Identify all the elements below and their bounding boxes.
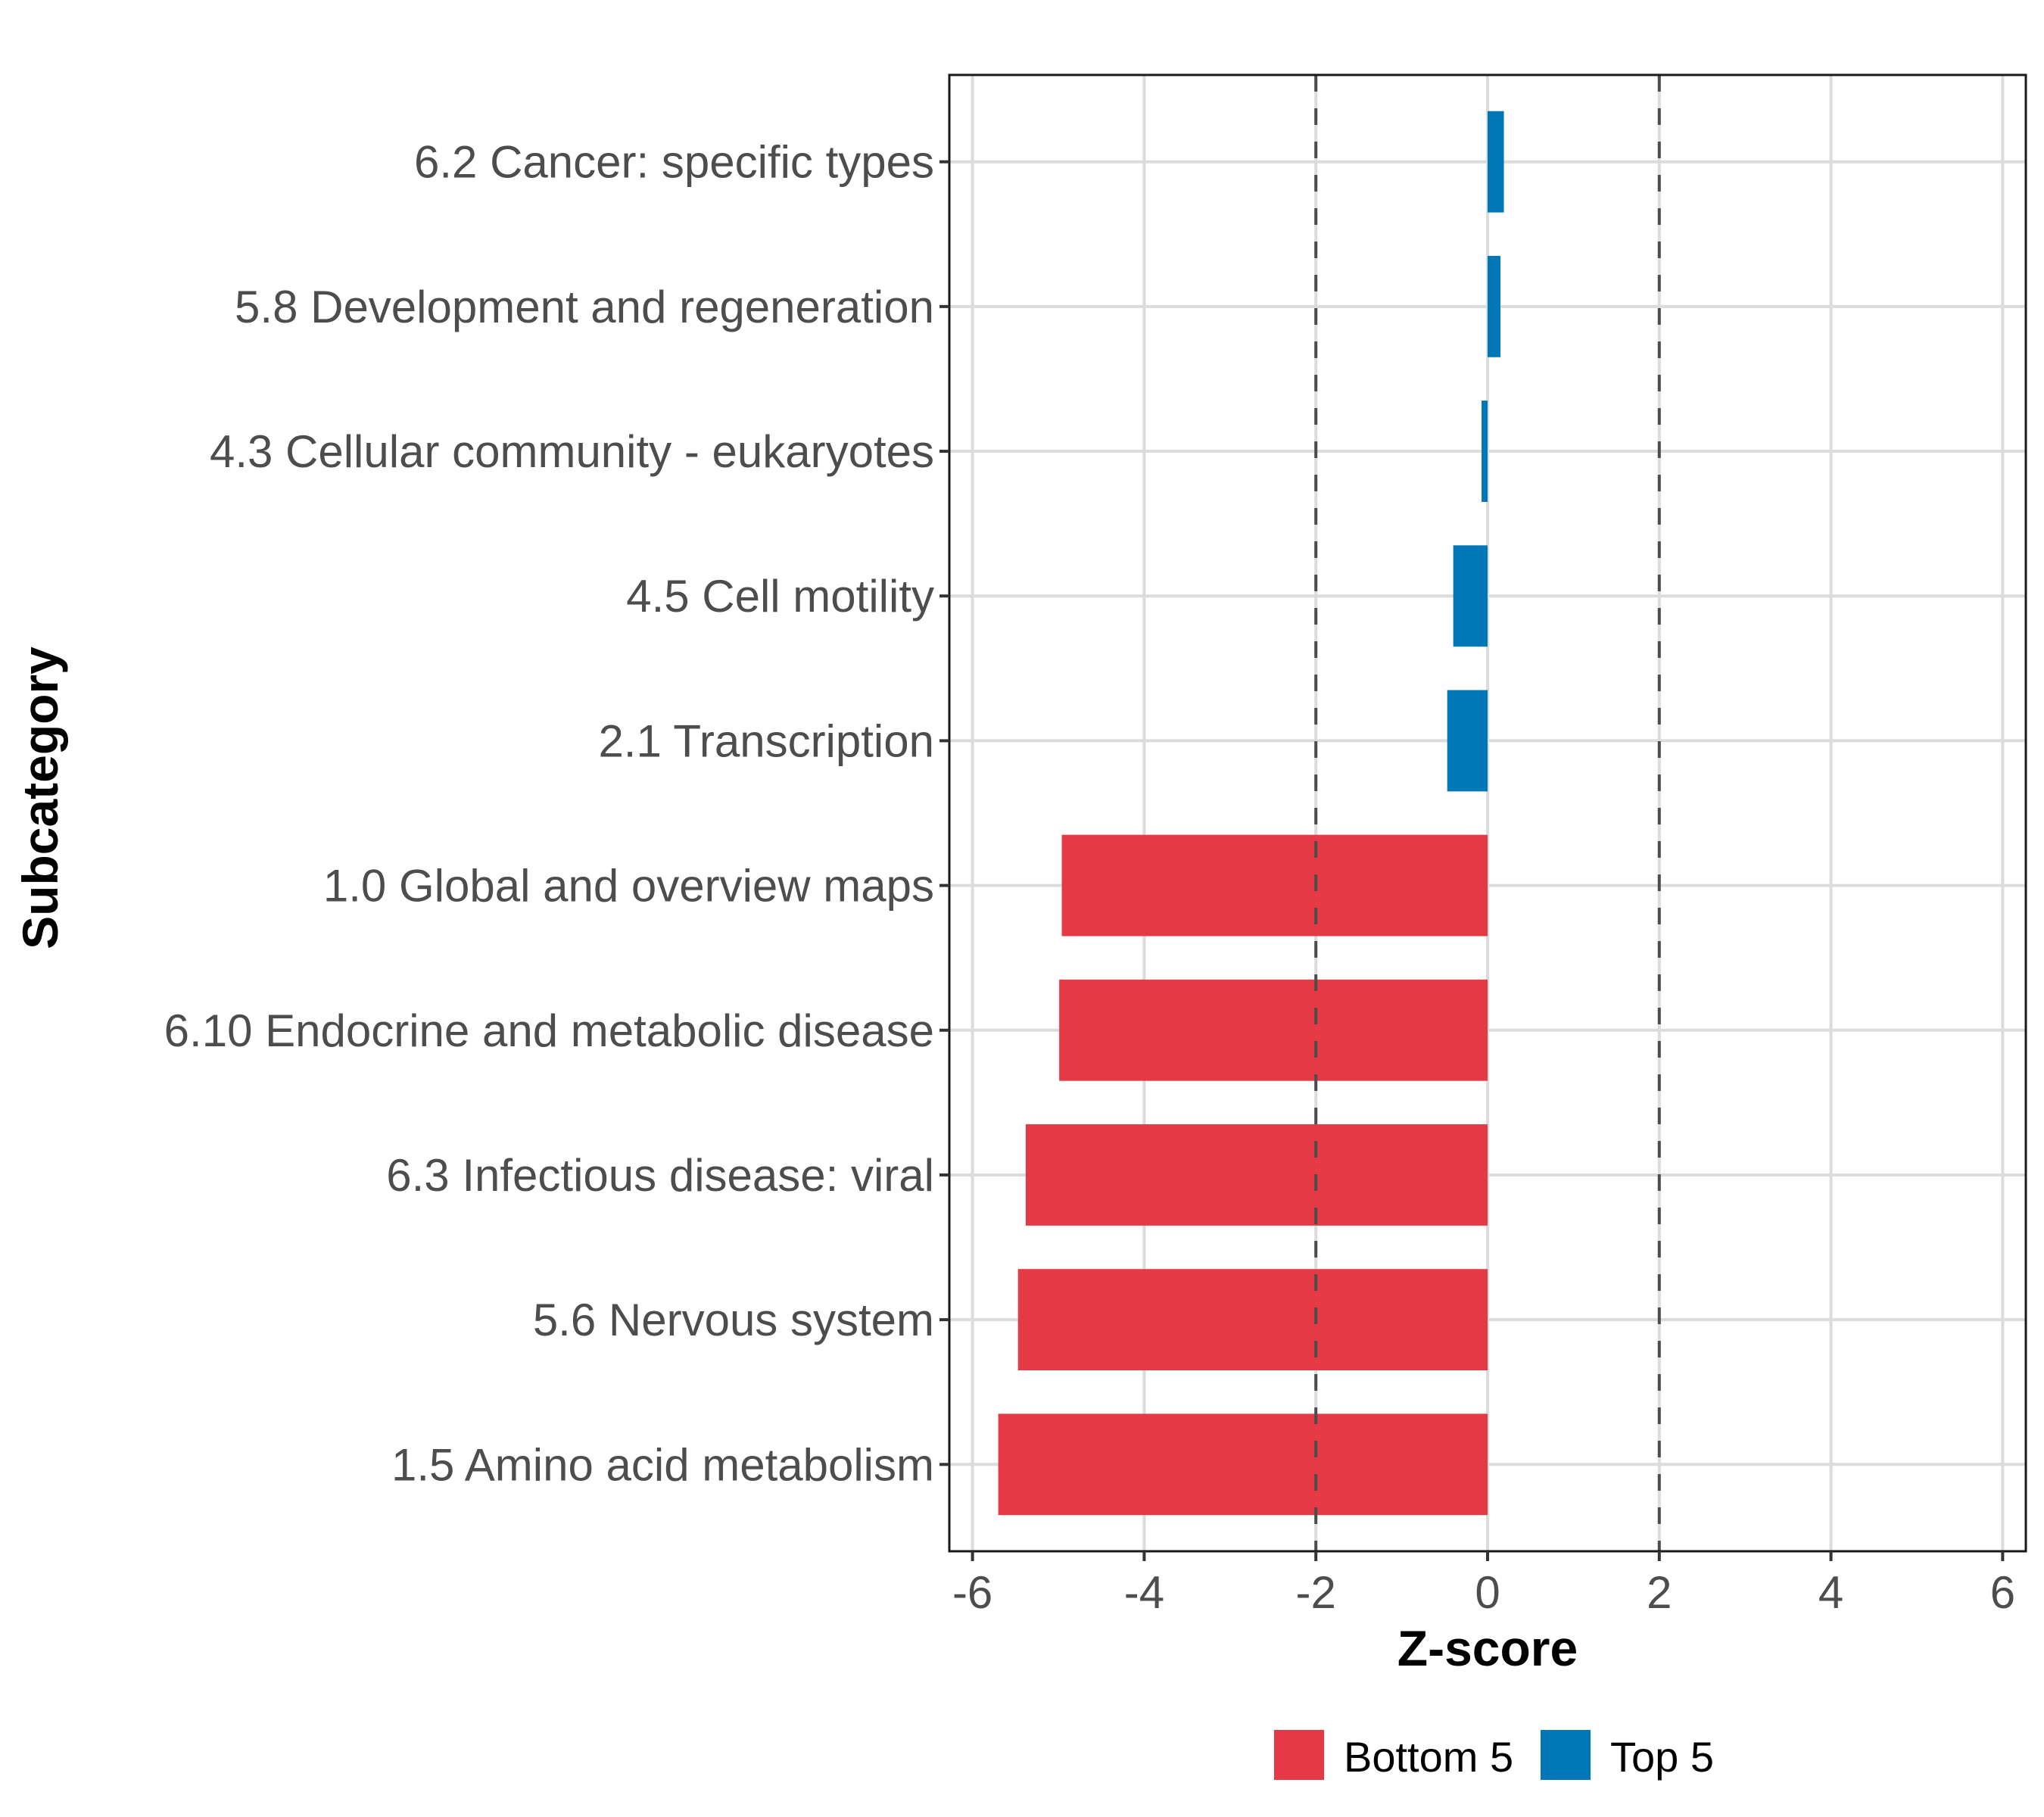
x-tick-label: 4 <box>1818 1567 1843 1618</box>
y-tick-label: 4.3 Cellular community - eukaryotes <box>210 426 934 477</box>
bar-top5 <box>1488 255 1501 357</box>
y-tick-label: 4.5 Cell motility <box>626 571 934 622</box>
bar-top5 <box>1482 400 1488 502</box>
x-tick-label: -4 <box>1124 1567 1164 1618</box>
bar-top5 <box>1453 545 1488 647</box>
y-tick-label: 2.1 Transcription <box>598 715 934 766</box>
bar-top5 <box>1488 111 1504 213</box>
plot-panel <box>948 73 2027 1553</box>
x-tick-label: 6 <box>1990 1567 2015 1618</box>
x-tick-label: 0 <box>1475 1567 1500 1618</box>
x-tick-label: 2 <box>1647 1567 1672 1618</box>
y-tick-label: 1.5 Amino acid metabolism <box>391 1439 934 1490</box>
bar-bottom5 <box>1059 979 1488 1081</box>
y-axis: 6.2 Cancer: specific types 5.8 Developmen… <box>164 137 949 1490</box>
y-tick-label: 5.8 Development and regeneration <box>235 282 934 332</box>
x-tick-label: -2 <box>1296 1567 1336 1618</box>
bars <box>998 111 1504 1516</box>
x-axis: -6 -4 -2 0 2 4 6 <box>952 1551 2015 1618</box>
bar-top5 <box>1447 690 1488 792</box>
y-tick-label: 6.2 Cancer: specific types <box>414 137 934 188</box>
bar-bottom5 <box>998 1413 1488 1516</box>
x-axis-title: Z-score <box>1397 1620 1578 1676</box>
y-axis-title: Subcategory <box>12 647 68 949</box>
legend-swatch-top5 <box>1541 1730 1591 1780</box>
x-tick-label: -6 <box>952 1567 992 1618</box>
reference-lines <box>1314 75 1661 1551</box>
y-tick-label: 6.3 Infectious disease: viral <box>386 1150 934 1201</box>
y-tick-label: 6.10 Endocrine and metabolic disease <box>164 1005 934 1056</box>
y-tick-label: 1.0 Global and overview maps <box>323 861 934 912</box>
y-tick-label: 5.6 Nervous system <box>533 1295 934 1345</box>
legend: Bottom 5 Top 5 <box>1274 1730 1714 1781</box>
bar-bottom5 <box>1025 1124 1488 1226</box>
legend-label: Top 5 <box>1610 1733 1714 1781</box>
bar-bottom5 <box>1061 834 1488 937</box>
legend-label: Bottom 5 <box>1344 1733 1513 1781</box>
legend-swatch-bottom5 <box>1274 1730 1324 1780</box>
bar-bottom5 <box>1017 1269 1488 1371</box>
